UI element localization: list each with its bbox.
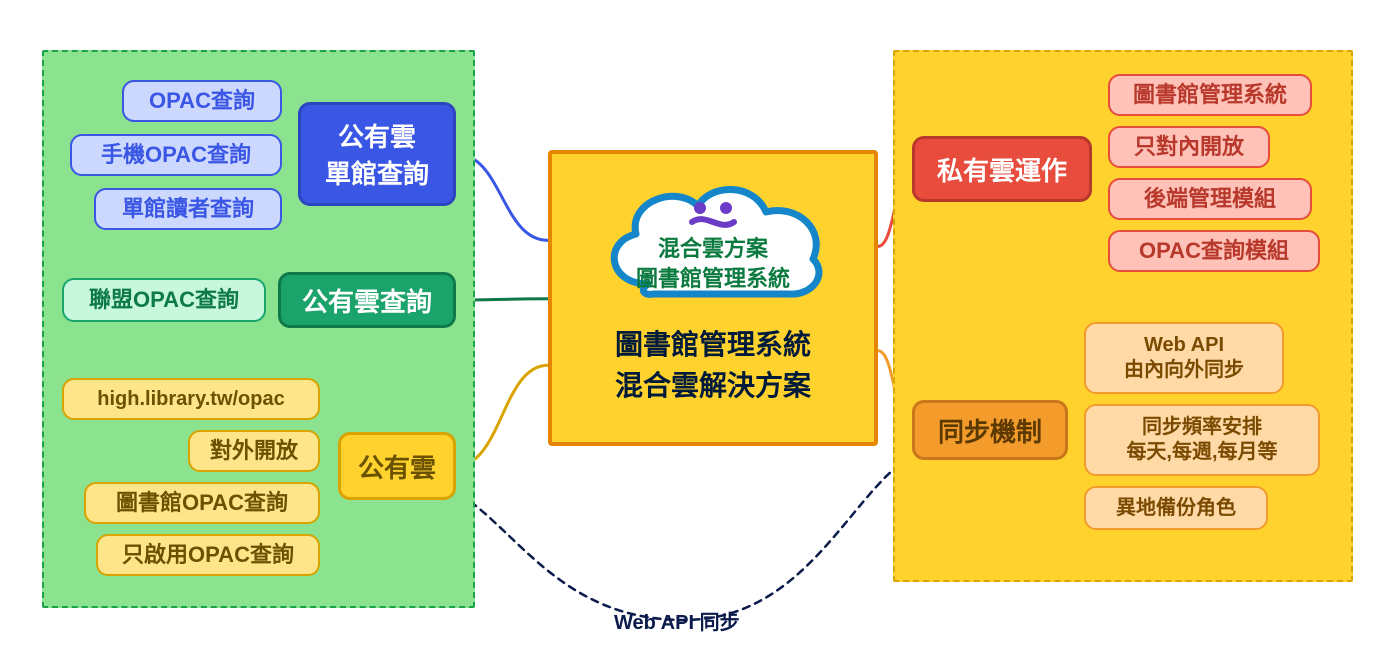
leaf-g4-0: 圖書館管理系統 (1108, 74, 1312, 116)
group-g5: 同步機制 (912, 400, 1068, 460)
leaf-g1-2: 單館讀者查詢 (94, 188, 282, 230)
leaf-g4-2: 後端管理模組 (1108, 178, 1312, 220)
leaf-g4-3: OPAC查詢模組 (1108, 230, 1320, 272)
leaf-g2-0: 聯盟OPAC查詢 (62, 278, 266, 322)
leaf-g3-2: 圖書館OPAC查詢 (84, 482, 320, 524)
leaf-g3-3: 只啟用OPAC查詢 (96, 534, 320, 576)
leaf-g3-0: high.library.tw/opac (62, 378, 320, 420)
group-g2: 公有雲查詢 (278, 272, 456, 328)
center-box: 混合雲方案圖書館管理系統圖書館管理系統混合雲解決方案 (548, 150, 878, 446)
center-title: 圖書館管理系統混合雲解決方案 (615, 325, 811, 406)
leaf-g5-2: 異地備份角色 (1084, 486, 1268, 530)
group-g4: 私有雲運作 (912, 136, 1092, 202)
leaf-g5-1: 同步頻率安排 每天,每週,每月等 (1084, 404, 1320, 476)
leaf-g5-0: Web API 由內向外同步 (1084, 322, 1284, 394)
group-g3: 公有雲 (338, 432, 456, 500)
leaf-g3-1: 對外開放 (188, 430, 320, 472)
leaf-g4-1: 只對內開放 (1108, 126, 1270, 168)
diagram-stage: 混合雲方案圖書館管理系統圖書館管理系統混合雲解決方案公有雲 單館查詢OPAC查詢… (0, 0, 1387, 669)
arc-label: Web API 同步 (614, 606, 740, 635)
leaf-g1-0: OPAC查詢 (122, 80, 282, 122)
group-g1: 公有雲 單館查詢 (298, 102, 456, 206)
leaf-g1-1: 手機OPAC查詢 (70, 134, 282, 176)
cloud-text: 混合雲方案圖書館管理系統 (588, 234, 838, 293)
